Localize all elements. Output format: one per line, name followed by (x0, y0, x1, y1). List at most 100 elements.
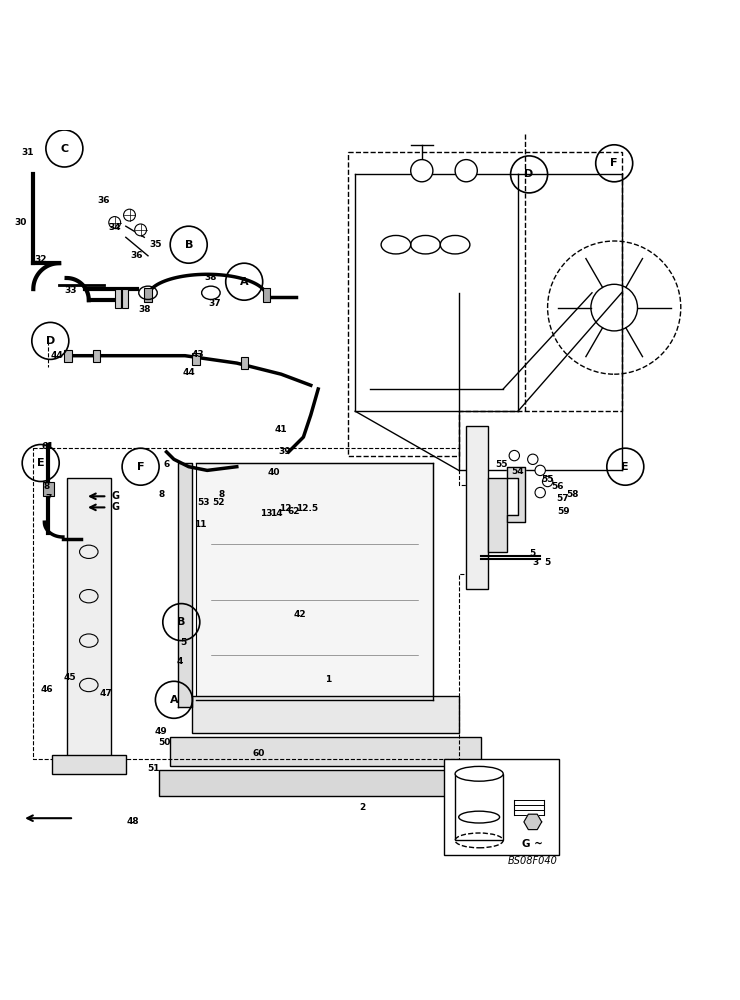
Text: 32: 32 (35, 255, 47, 264)
Circle shape (455, 160, 477, 182)
Text: G ~: G ~ (522, 839, 543, 849)
Text: 54: 54 (511, 467, 525, 476)
Text: 36: 36 (98, 196, 110, 205)
Text: 45: 45 (64, 673, 77, 682)
Bar (67, 478, 111, 759)
Text: 36: 36 (131, 251, 143, 260)
Bar (488, 478, 507, 552)
Polygon shape (178, 463, 192, 707)
Text: 42: 42 (293, 610, 306, 619)
Text: 44: 44 (182, 368, 195, 377)
Text: 31: 31 (22, 148, 34, 157)
Text: 1: 1 (325, 675, 331, 684)
Polygon shape (507, 467, 525, 522)
Bar (52, 755, 126, 774)
Text: B: B (177, 617, 186, 627)
Bar (196, 463, 433, 700)
Circle shape (135, 224, 147, 236)
Text: 8: 8 (158, 490, 164, 499)
Circle shape (542, 476, 553, 487)
Text: 12.5: 12.5 (296, 504, 318, 513)
Text: 8: 8 (44, 482, 50, 491)
Text: 37: 37 (208, 299, 221, 308)
Text: 4: 4 (177, 657, 183, 666)
Bar (159, 770, 500, 796)
Bar (144, 288, 152, 302)
Text: 58: 58 (566, 490, 578, 499)
Bar (240, 357, 248, 369)
Circle shape (109, 217, 121, 228)
Text: 34: 34 (108, 223, 121, 232)
Text: 11: 11 (194, 520, 206, 529)
Circle shape (509, 450, 519, 461)
Text: 61: 61 (41, 442, 53, 451)
Text: F: F (137, 462, 144, 472)
Text: B: B (184, 240, 193, 250)
Bar (115, 289, 121, 308)
Text: C: C (61, 143, 68, 153)
Text: D: D (525, 169, 534, 179)
Text: 59: 59 (557, 507, 571, 516)
Text: BS08F040: BS08F040 (508, 856, 558, 866)
Ellipse shape (455, 766, 503, 781)
Text: 50: 50 (158, 738, 170, 747)
Text: 3: 3 (533, 558, 539, 567)
Text: 5: 5 (545, 558, 551, 567)
Text: 7: 7 (45, 494, 51, 503)
Text: 5: 5 (530, 549, 536, 558)
Text: E: E (622, 462, 629, 472)
Text: 40: 40 (268, 468, 280, 477)
Bar (170, 737, 481, 766)
Text: 38: 38 (138, 305, 150, 314)
Circle shape (535, 465, 545, 476)
Text: 35: 35 (149, 240, 161, 249)
Bar (43, 482, 54, 496)
Text: G: G (111, 491, 119, 501)
Text: 2: 2 (360, 803, 366, 812)
Text: 33: 33 (64, 286, 76, 295)
Circle shape (124, 209, 135, 221)
Bar (192, 353, 200, 365)
Text: A: A (240, 277, 249, 287)
Circle shape (411, 160, 433, 182)
Text: 55: 55 (496, 460, 508, 469)
Text: G: G (111, 502, 119, 512)
Circle shape (535, 487, 545, 498)
Text: 46: 46 (40, 685, 53, 694)
Text: 47: 47 (99, 689, 112, 698)
Text: 8: 8 (219, 490, 225, 499)
Text: 56: 56 (551, 482, 563, 491)
Bar (455, 774, 503, 840)
Polygon shape (524, 814, 542, 830)
Text: 55: 55 (542, 475, 554, 484)
Text: 48: 48 (127, 817, 140, 826)
Text: 52: 52 (212, 498, 224, 507)
Text: 38: 38 (205, 273, 217, 282)
Text: 5: 5 (181, 638, 186, 647)
Bar (444, 759, 559, 855)
Text: 14: 14 (269, 509, 283, 518)
Text: 43: 43 (192, 350, 205, 359)
Text: 53: 53 (198, 498, 209, 507)
Text: 49: 49 (155, 727, 168, 736)
Text: 39: 39 (278, 447, 292, 456)
Bar (263, 288, 270, 302)
Text: 30: 30 (15, 218, 27, 227)
Text: 44: 44 (50, 351, 64, 360)
Text: 57: 57 (556, 494, 569, 503)
Text: 13: 13 (260, 509, 272, 518)
Bar (466, 426, 488, 589)
Text: 51: 51 (148, 764, 160, 773)
Text: 41: 41 (275, 425, 288, 434)
Text: 60: 60 (253, 749, 265, 758)
Circle shape (528, 454, 538, 464)
Bar (192, 696, 459, 733)
Bar (92, 350, 100, 362)
Text: 6: 6 (164, 460, 169, 469)
Text: 12: 12 (279, 504, 291, 513)
Text: E: E (37, 458, 44, 468)
Text: F: F (610, 158, 618, 168)
Text: D: D (46, 336, 55, 346)
Text: A: A (169, 695, 178, 705)
Bar (64, 350, 72, 362)
